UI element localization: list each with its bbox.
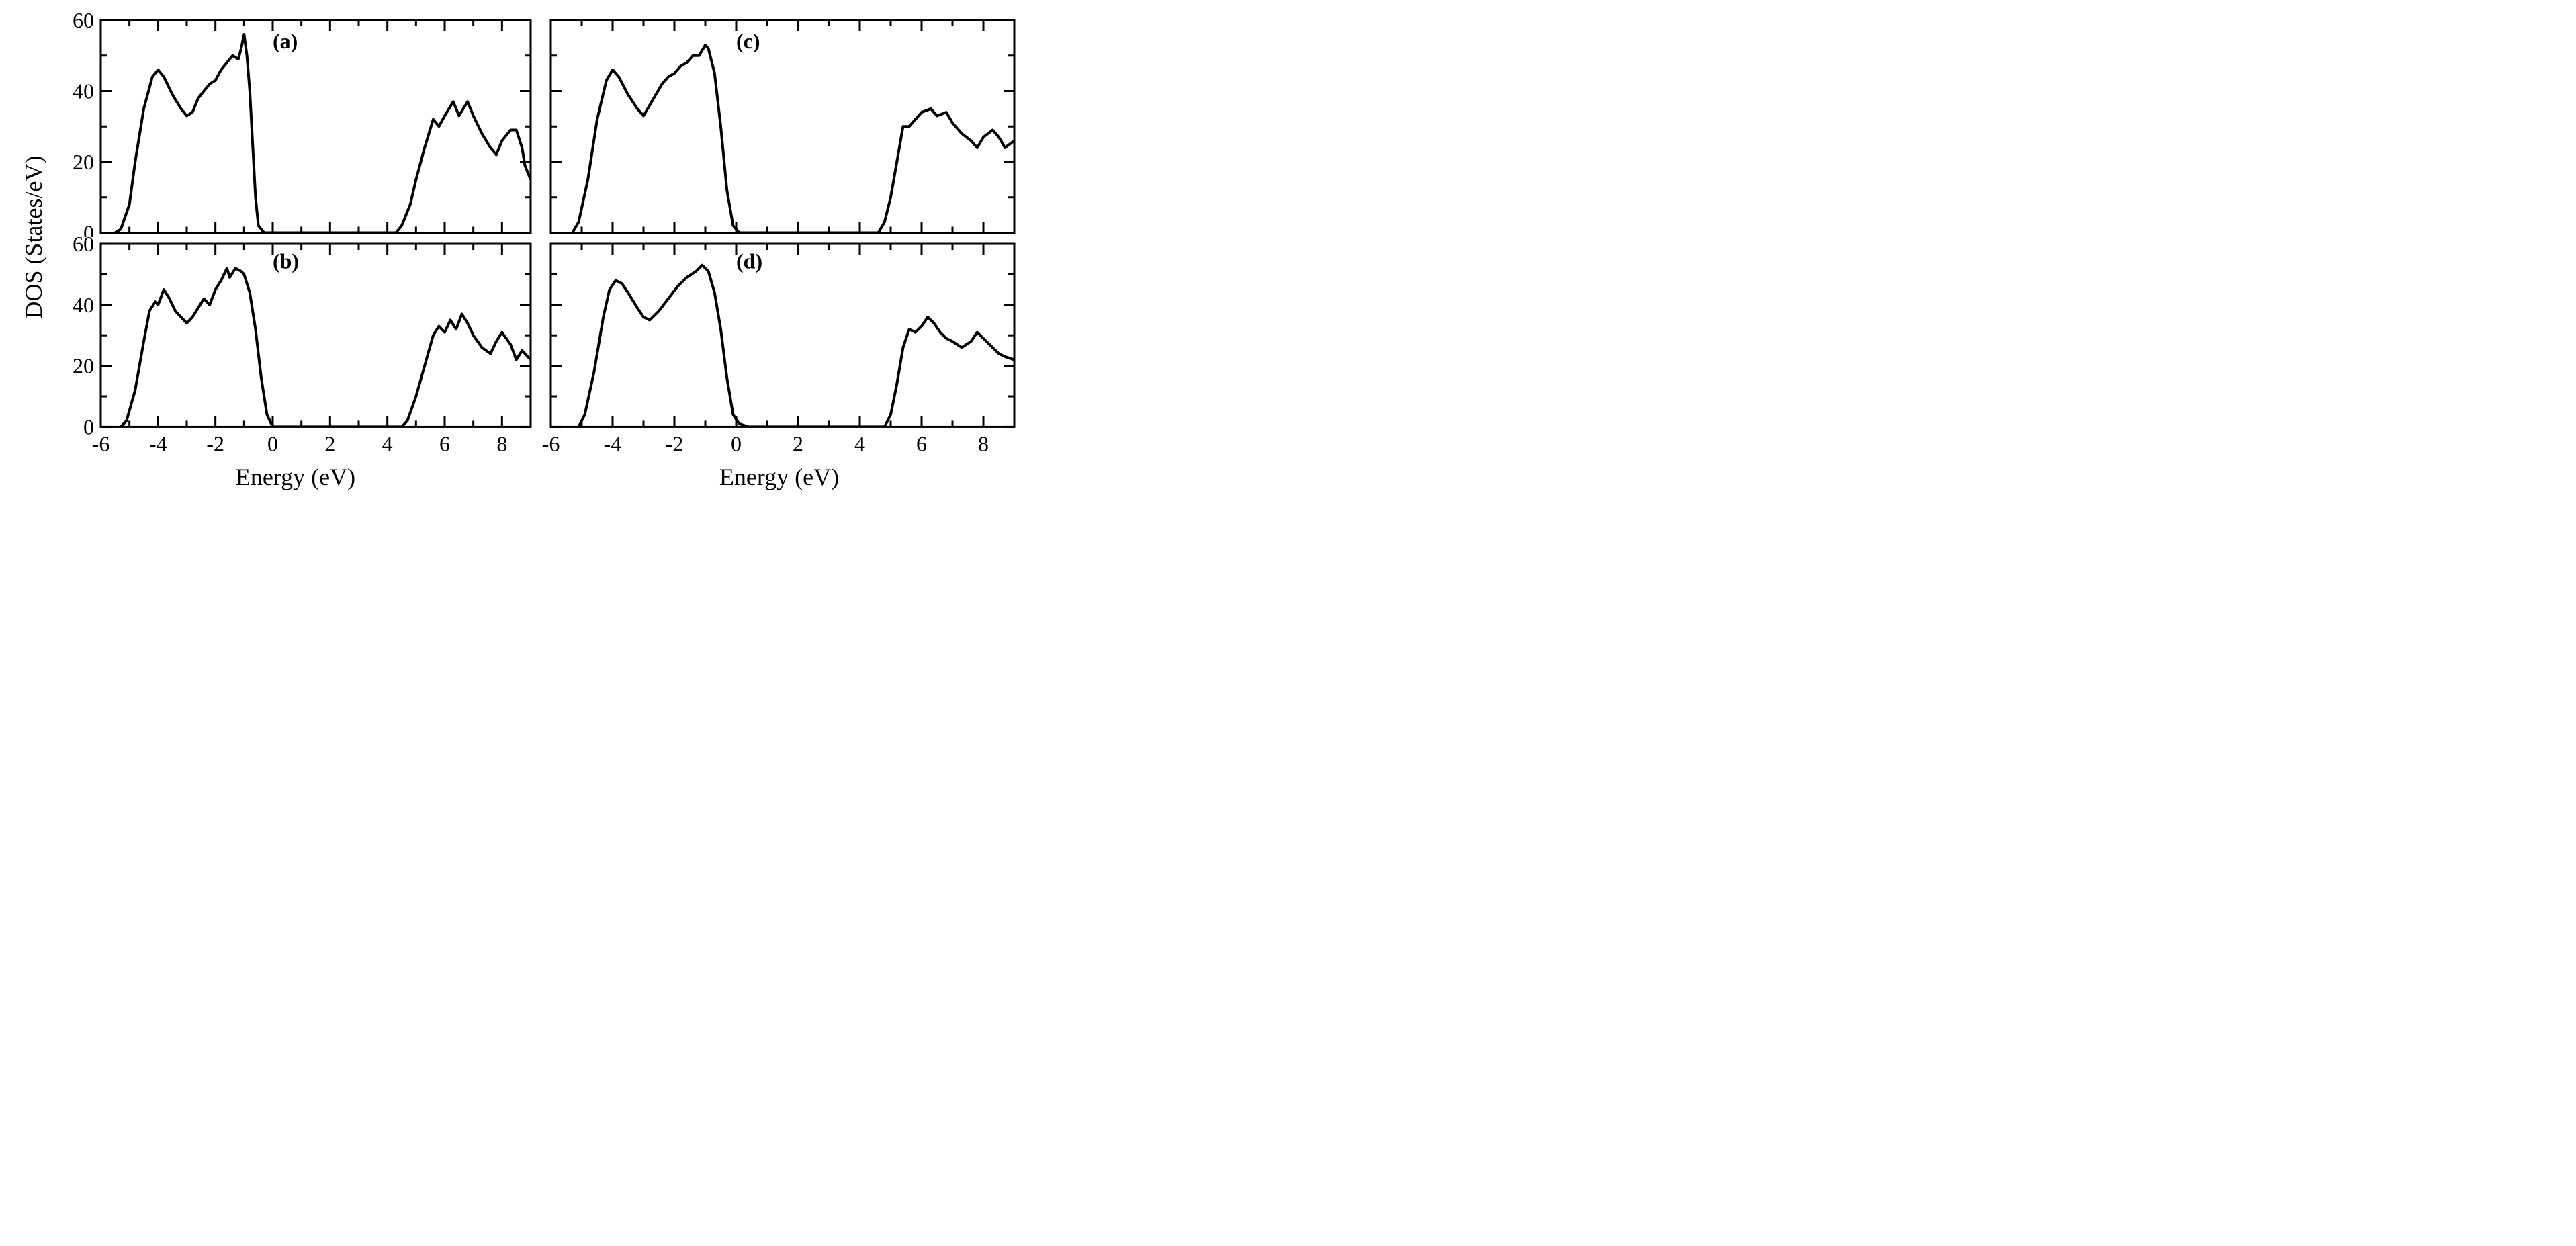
svg-text:4: 4 [854,431,865,455]
panel-d: -6 -4 -2 0 2 4 6 8 (d) [537,237,1021,461]
panel-b: -6 -4 -2 0 2 4 6 8 0 20 40 60 (b) [54,237,537,461]
panel-a: 0 20 40 60 (a) [54,13,537,237]
svg-text:-2: -2 [206,431,224,455]
dos-figure: DOS (States/eV) 0204060(a) (c) -6-4-2024… [13,13,1021,500]
panel-label: (c) [736,29,760,53]
svg-text:0: 0 [83,414,94,439]
svg-text:2: 2 [793,431,803,455]
svg-text:8: 8 [978,431,989,455]
svg-text:-2: -2 [666,431,684,455]
svg-text:20: 20 [73,353,94,377]
svg-text:0: 0 [267,431,278,455]
svg-text:2: 2 [324,431,335,455]
panel-label: (b) [273,249,299,273]
xlabel-left: Energy (eV) [54,460,537,500]
svg-text:8: 8 [496,431,507,455]
svg-text:0: 0 [731,431,742,455]
svg-text:6: 6 [916,431,927,455]
svg-text:-6: -6 [542,431,560,455]
svg-text:6: 6 [439,431,450,455]
svg-text:4: 4 [382,431,393,455]
svg-text:-4: -4 [149,431,167,455]
svg-text:60: 60 [73,13,94,32]
ylabel: DOS (States/eV) [19,155,48,318]
panel-label: (d) [736,249,762,273]
svg-text:40: 40 [73,79,94,103]
svg-text:-6: -6 [92,431,110,455]
svg-text:60: 60 [73,237,94,256]
xlabel-row: Energy (eV) Energy (eV) [54,460,1021,500]
svg-text:-4: -4 [604,431,622,455]
svg-text:20: 20 [73,150,94,174]
panel-c: (c) [537,13,1021,237]
svg-text:40: 40 [73,292,94,316]
xlabel-right: Energy (eV) [537,460,1021,500]
panel-label: (a) [273,29,298,53]
svg-text:0: 0 [83,220,94,236]
ylabel-container: DOS (States/eV) [13,13,54,460]
